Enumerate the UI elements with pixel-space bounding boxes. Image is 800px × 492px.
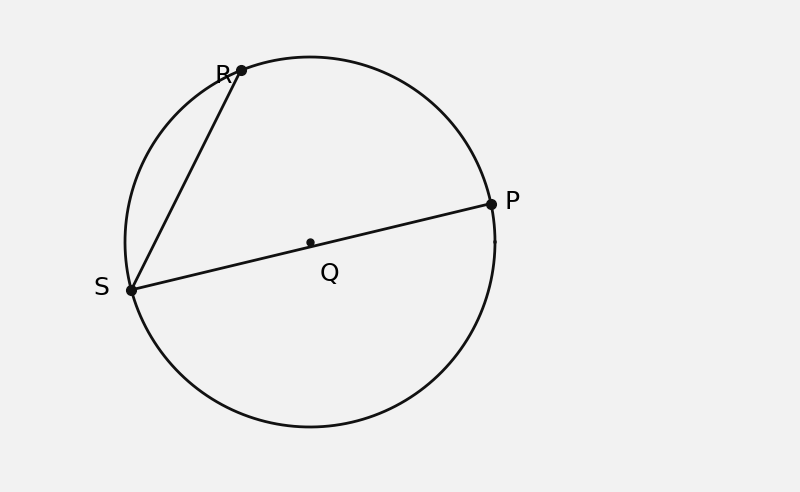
Text: S: S <box>94 276 110 300</box>
Text: R: R <box>214 64 231 89</box>
Text: Q: Q <box>320 262 340 286</box>
Text: P: P <box>505 189 520 214</box>
